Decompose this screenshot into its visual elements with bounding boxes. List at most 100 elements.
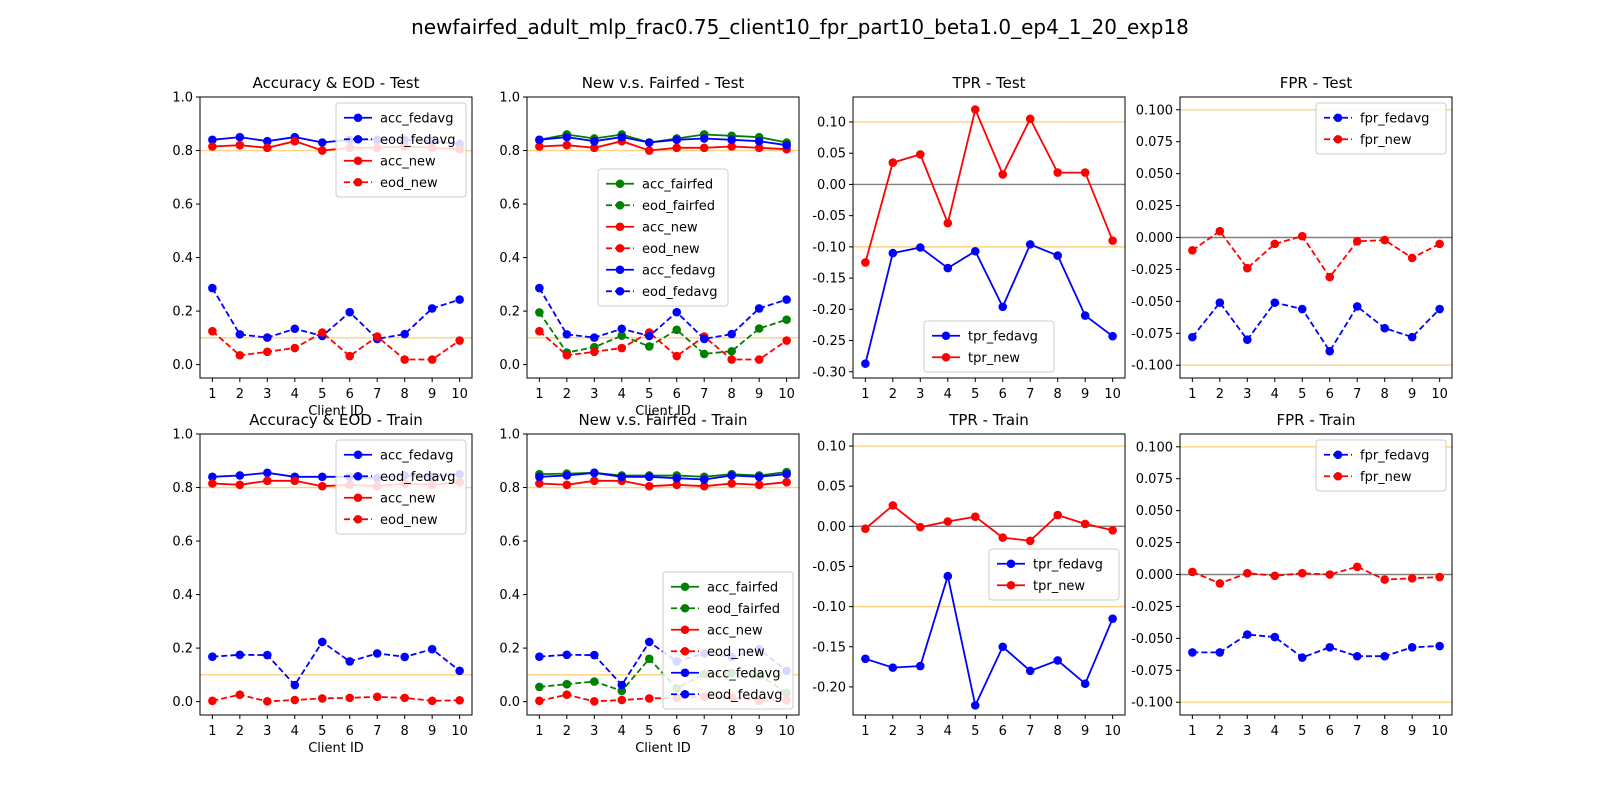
data-point (1435, 572, 1444, 582)
data-point (754, 355, 764, 364)
data-point (1080, 519, 1090, 529)
data-point (562, 679, 572, 689)
data-point (590, 136, 599, 146)
series-eod_new (208, 326, 464, 364)
data-point (263, 697, 272, 706)
legend-marker (615, 286, 625, 296)
series-line-tpr_new (864, 106, 1114, 263)
data-point (1435, 239, 1444, 249)
x-tick-label: 4 (944, 387, 952, 402)
y-tick-label: 0.05 (817, 480, 846, 495)
x-tick-label: 10 (451, 724, 468, 739)
data-point (644, 331, 654, 341)
series-fpr_fedavg (1188, 298, 1444, 356)
x-tick-label: 8 (1381, 387, 1389, 402)
y-tick-label: -0.10 (812, 600, 846, 615)
data-point (263, 476, 272, 486)
y-tick-label: 0.05 (817, 147, 846, 162)
legend-box (1315, 102, 1447, 155)
data-point (208, 135, 217, 145)
legend-label: fpr_new (1360, 133, 1412, 148)
data-point (1108, 236, 1117, 245)
legend-label: eod_fairfed (642, 199, 715, 214)
legend-marker (941, 352, 951, 362)
data-point (617, 472, 627, 482)
chart-title: FPR - Train (1276, 411, 1355, 429)
data-point (1025, 114, 1035, 124)
data-point (888, 158, 898, 167)
data-point (590, 347, 599, 357)
data-point (427, 304, 437, 313)
y-tick-label: 0.0 (172, 695, 193, 710)
data-point (1188, 245, 1197, 255)
series-fpr_new (1188, 562, 1444, 588)
data-point (562, 471, 572, 480)
y-tick-label: -0.10 (812, 240, 846, 255)
x-tick-label: 1 (535, 724, 543, 739)
legend: acc_fedavg eod_fedavg acc_new eod_new (335, 439, 467, 535)
x-tick-label: 3 (263, 724, 271, 739)
x-tick-label: 6 (673, 387, 681, 402)
data-point (754, 143, 764, 153)
y-tick-label: -0.20 (812, 680, 846, 695)
data-point (1435, 304, 1444, 314)
data-point (235, 650, 245, 660)
x-tick-label: 4 (291, 387, 299, 402)
data-point (535, 308, 544, 317)
data-point (535, 652, 544, 661)
data-point (727, 346, 736, 356)
x-tick-label: 8 (728, 724, 736, 739)
data-point (1080, 311, 1090, 320)
data-point (888, 248, 898, 258)
data-point (1435, 641, 1444, 651)
legend-label: acc_fedavg (642, 263, 716, 278)
data-point (916, 661, 925, 671)
chart-title: TPR - Test (951, 74, 1025, 92)
x-axis-label: Client ID (308, 741, 364, 756)
x-tick-label: 3 (1243, 387, 1251, 402)
chart-title: Accuracy & EOD - Train (249, 411, 423, 429)
y-tick-label: 1.0 (172, 91, 193, 106)
data-point (672, 135, 682, 145)
data-point (672, 143, 682, 153)
data-point (535, 472, 544, 482)
legend-box (335, 439, 467, 535)
data-point (782, 315, 791, 324)
data-point (782, 477, 791, 487)
data-point (590, 677, 599, 686)
x-tick-label: 4 (618, 724, 626, 739)
chart-panel-6: New v.s. Fairfed - Train 1 2 3 4 5 6 7 8 9 10 0.0 0.… (499, 411, 800, 756)
legend-label: acc_new (380, 154, 436, 169)
x-tick-label: 10 (778, 724, 795, 739)
data-point (235, 480, 245, 490)
y-tick-label: 0.8 (499, 481, 520, 496)
data-point (1080, 168, 1090, 177)
legend-marker (1333, 134, 1343, 144)
x-tick-label: 8 (401, 724, 409, 739)
x-tick-label: 5 (1298, 724, 1306, 739)
x-tick-label: 5 (318, 724, 326, 739)
legend-label: eod_new (642, 242, 700, 257)
legend-box (597, 168, 729, 307)
data-point (1053, 251, 1062, 260)
x-tick-label: 9 (1408, 387, 1416, 402)
data-point (1243, 263, 1252, 273)
data-point (535, 479, 544, 488)
legend-label: acc_new (380, 491, 436, 506)
data-point (1243, 568, 1252, 578)
data-point (345, 351, 355, 361)
x-tick-label: 7 (1026, 724, 1034, 739)
x-tick-label: 8 (401, 387, 409, 402)
y-tick-label: -0.100 (1131, 359, 1173, 374)
data-point (427, 355, 437, 364)
data-point (263, 650, 272, 660)
y-tick-label: 0.000 (1136, 231, 1173, 246)
legend-label: fpr_fedavg (1360, 111, 1429, 126)
legend-label: acc_new (707, 623, 763, 638)
data-point (1352, 562, 1362, 572)
data-point (1243, 630, 1252, 639)
x-tick-label: 9 (1081, 387, 1089, 402)
x-tick-label: 8 (1381, 724, 1389, 739)
legend-marker (353, 514, 363, 524)
y-tick-label: 0.4 (172, 251, 193, 266)
